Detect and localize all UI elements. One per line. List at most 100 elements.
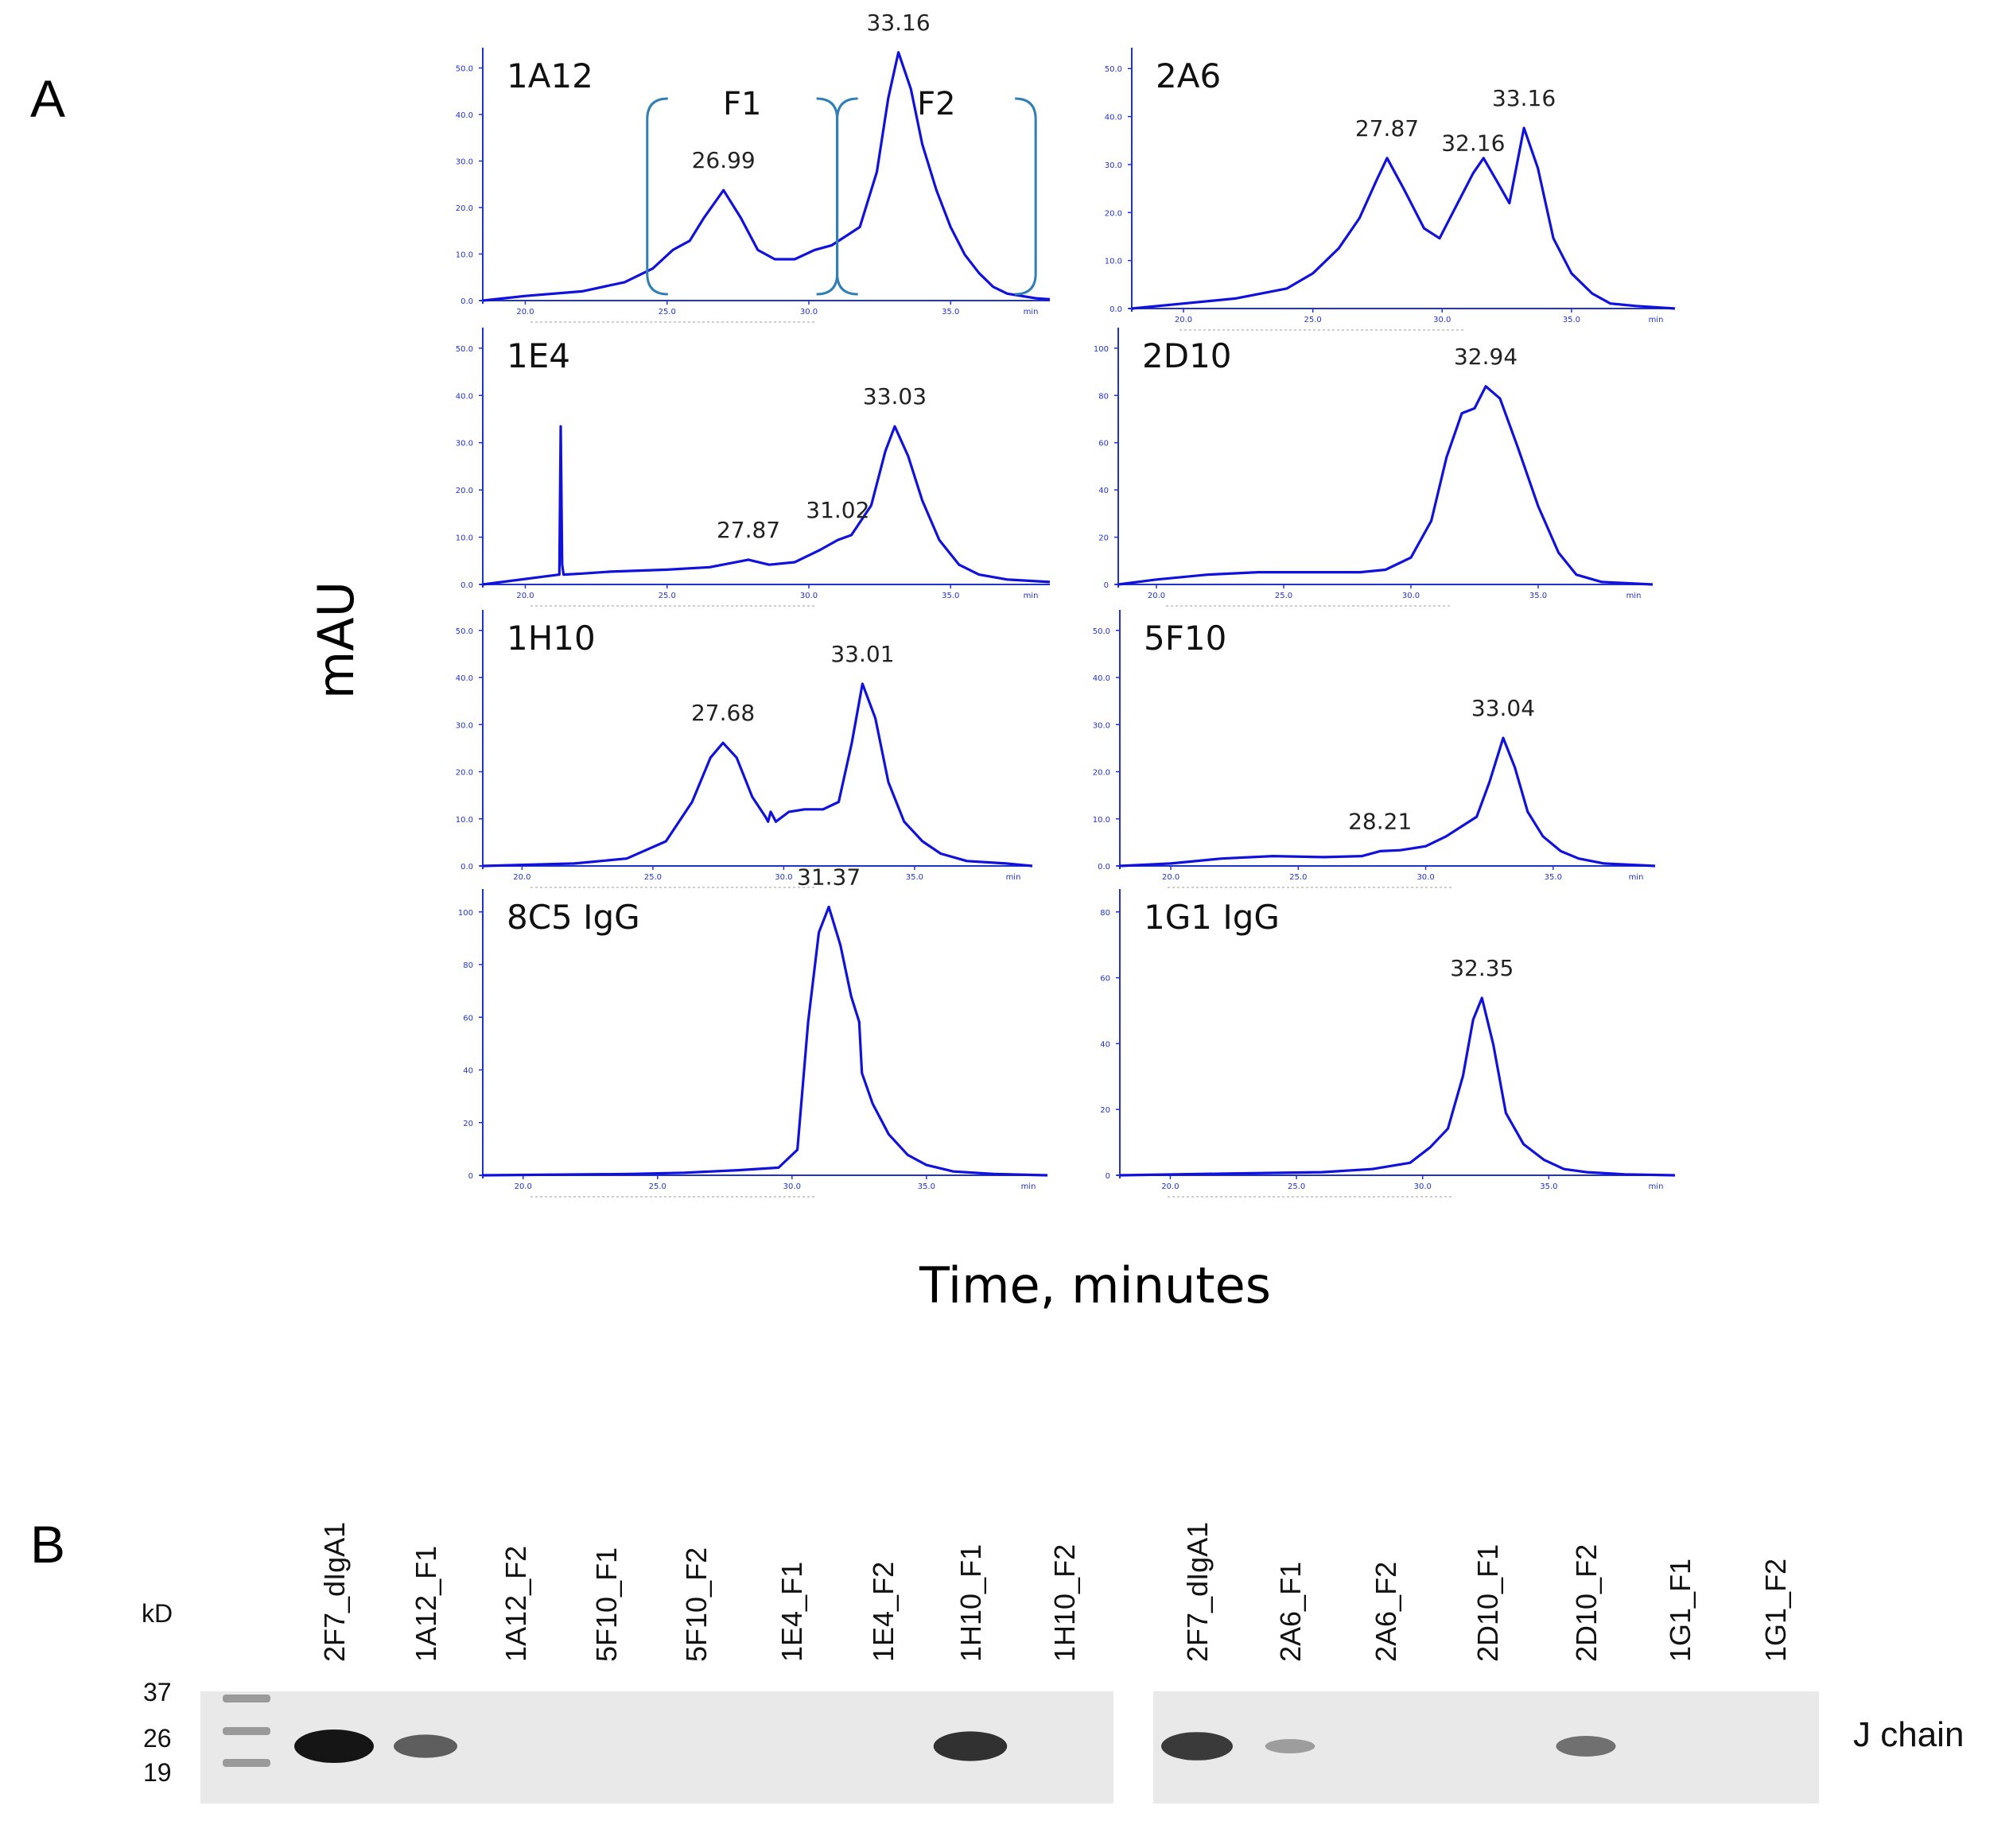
- x-unit-label: min: [1006, 873, 1021, 882]
- sample-label: 2D10: [1142, 336, 1232, 375]
- x-unit-label: min: [1626, 592, 1642, 600]
- x-tick-label: 30.0: [775, 873, 792, 882]
- j-chain-band: [933, 1731, 1008, 1761]
- lane-label: 2F7_dIgA1: [1181, 1522, 1214, 1662]
- y-tick-label: 20.0: [1093, 769, 1110, 778]
- trace-2d10: [1117, 385, 1654, 586]
- j-chain-label: J chain: [1853, 1715, 1964, 1754]
- fraction-bracket: [646, 97, 839, 296]
- x-tick-label: 30.0: [1402, 592, 1420, 600]
- chromatogram-2d10: 0 20 40 60 80 100 20.0 25.0 30.0 35.0 min 2D10 32.94: [1094, 328, 1654, 607]
- x-tick-label: 35.0: [1529, 592, 1547, 600]
- trace-1a12: [482, 51, 1051, 302]
- x-tick-label: 30.0: [800, 592, 818, 600]
- x-tick-label: 30.0: [1416, 873, 1434, 882]
- x-tick-label: 30.0: [1414, 1182, 1432, 1191]
- y-tick-label: 100: [458, 909, 473, 918]
- lane-label: 2D10_F1: [1471, 1544, 1504, 1662]
- lane-label: 1A12_F2: [499, 1546, 532, 1662]
- y-tick-label: 40.0: [456, 111, 473, 120]
- lane-label: 1A12_F1: [410, 1546, 442, 1662]
- lane-label: 1G1_F2: [1759, 1559, 1792, 1662]
- trace-8c5-igg: [482, 905, 1048, 1177]
- y-tick-label: 80: [1100, 909, 1110, 918]
- x-tick-label: 25.0: [1304, 316, 1322, 324]
- y-tick-label: 60: [463, 1014, 473, 1023]
- peak-label: 32.16: [1441, 130, 1505, 157]
- peak-label: 33.16: [1492, 85, 1556, 111]
- y-tick-label: 50.0: [1093, 627, 1110, 636]
- sample-label: 1E4: [507, 336, 570, 375]
- x-tick-label: 20.0: [516, 308, 534, 316]
- sample-label: 1H10: [507, 619, 596, 658]
- y-tick-label: 60: [1100, 975, 1110, 984]
- x-tick-label: 20.0: [1148, 592, 1165, 600]
- peak-label: 27.68: [691, 700, 755, 726]
- sample-label: 1G1 IgG: [1144, 898, 1280, 937]
- x-tick-label: 25.0: [1289, 873, 1307, 882]
- x-tick-label: 25.0: [1275, 592, 1292, 600]
- x-tick-label: 20.0: [515, 1182, 532, 1191]
- x-axis-label: Time, minutes: [919, 1256, 1271, 1314]
- y-tick-label: 50.0: [456, 345, 473, 354]
- x-unit-label: min: [1024, 592, 1039, 600]
- y-tick-label: 40.0: [456, 392, 473, 401]
- y-tick-label: 10.0: [456, 816, 473, 825]
- x-tick-label: 35.0: [942, 592, 959, 600]
- lane-label: 1H10_F2: [1048, 1544, 1081, 1662]
- lane-label: 1H10_F1: [954, 1544, 987, 1662]
- y-tick-label: 50.0: [456, 64, 473, 73]
- x-tick-label: 35.0: [1563, 316, 1580, 324]
- ladder-band: [223, 1695, 270, 1702]
- y-tick-label: 0.0: [1098, 863, 1110, 872]
- blot-1: 2F7_dIgA1 1A12_F1 1A12_F2 5F10_F1 5F10_F2 1E4…: [200, 1522, 1113, 1803]
- y-tick-label: 20: [1098, 534, 1109, 543]
- ladder-band: [223, 1759, 270, 1767]
- x-tick-label: 35.0: [1540, 1182, 1557, 1191]
- y-tick-label: 50.0: [1105, 65, 1122, 74]
- x-tick-label: 35.0: [942, 308, 959, 316]
- y-tick-label: 100: [1094, 345, 1109, 354]
- j-chain-band: [394, 1734, 457, 1758]
- y-tick-label: 10.0: [1093, 816, 1110, 825]
- y-tick-label: 20.0: [456, 204, 473, 213]
- chromatogram-2a6: 0.0 10.0 20.0 30.0 40.0 50.0 20.0 25.0 30.0 35.0 m…: [1105, 48, 1676, 331]
- y-tick-label: 40: [463, 1067, 473, 1076]
- lane-label: 2A6_F1: [1274, 1562, 1307, 1662]
- peak-label: 31.37: [797, 864, 861, 891]
- sample-label: 2A6: [1156, 56, 1221, 95]
- marker-37-label: 37: [143, 1678, 172, 1706]
- panel-b-letter: B: [30, 1515, 65, 1574]
- y-tick-label: 40.0: [1093, 674, 1110, 683]
- x-tick-label: 35.0: [918, 1182, 935, 1191]
- peak-label: 32.94: [1454, 344, 1518, 370]
- lane-label: 2F7_dIgA1: [318, 1522, 351, 1662]
- trace-2a6: [1131, 126, 1676, 310]
- western-blots: 2F7_dIgA1 1A12_F1 1A12_F2 5F10_F1 5F10_F2 1E4…: [200, 1522, 1819, 1803]
- x-unit-label: min: [1021, 1182, 1036, 1191]
- x-tick-label: 20.0: [1162, 873, 1179, 882]
- j-chain-band: [294, 1730, 374, 1763]
- lane-label: 1E4_F1: [775, 1562, 808, 1662]
- x-tick-label: 30.0: [800, 308, 818, 316]
- y-tick-label: 80: [463, 961, 473, 970]
- y-tick-label: 0.0: [461, 581, 473, 590]
- y-tick-label: 10.0: [456, 534, 473, 543]
- blot-2: 2F7_dIgA1 2A6_F1 2A6_F2 2D10_F1 2D10_F2 1G1_F…: [1153, 1522, 1819, 1803]
- y-tick-label: 0.0: [461, 863, 473, 872]
- y-tick-label: 20.0: [1105, 209, 1122, 218]
- j-chain-band: [1161, 1732, 1233, 1761]
- x-unit-label: min: [1649, 1182, 1664, 1191]
- x-tick-label: 30.0: [783, 1182, 801, 1191]
- y-tick-label: 50.0: [456, 627, 473, 636]
- lane-label: 2A6_F2: [1370, 1562, 1402, 1662]
- y-axis-label: mAU: [307, 581, 365, 699]
- sample-label: 8C5 IgG: [507, 898, 640, 937]
- y-tick-label: 30.0: [1093, 721, 1110, 730]
- lane-label: 5F10_F1: [590, 1547, 623, 1662]
- peak-label: 28.21: [1348, 808, 1412, 834]
- peak-label: 27.87: [717, 517, 780, 543]
- y-tick-label: 10.0: [456, 250, 473, 259]
- x-tick-label: 20.0: [1161, 1182, 1179, 1191]
- peak-label: 33.04: [1471, 695, 1535, 721]
